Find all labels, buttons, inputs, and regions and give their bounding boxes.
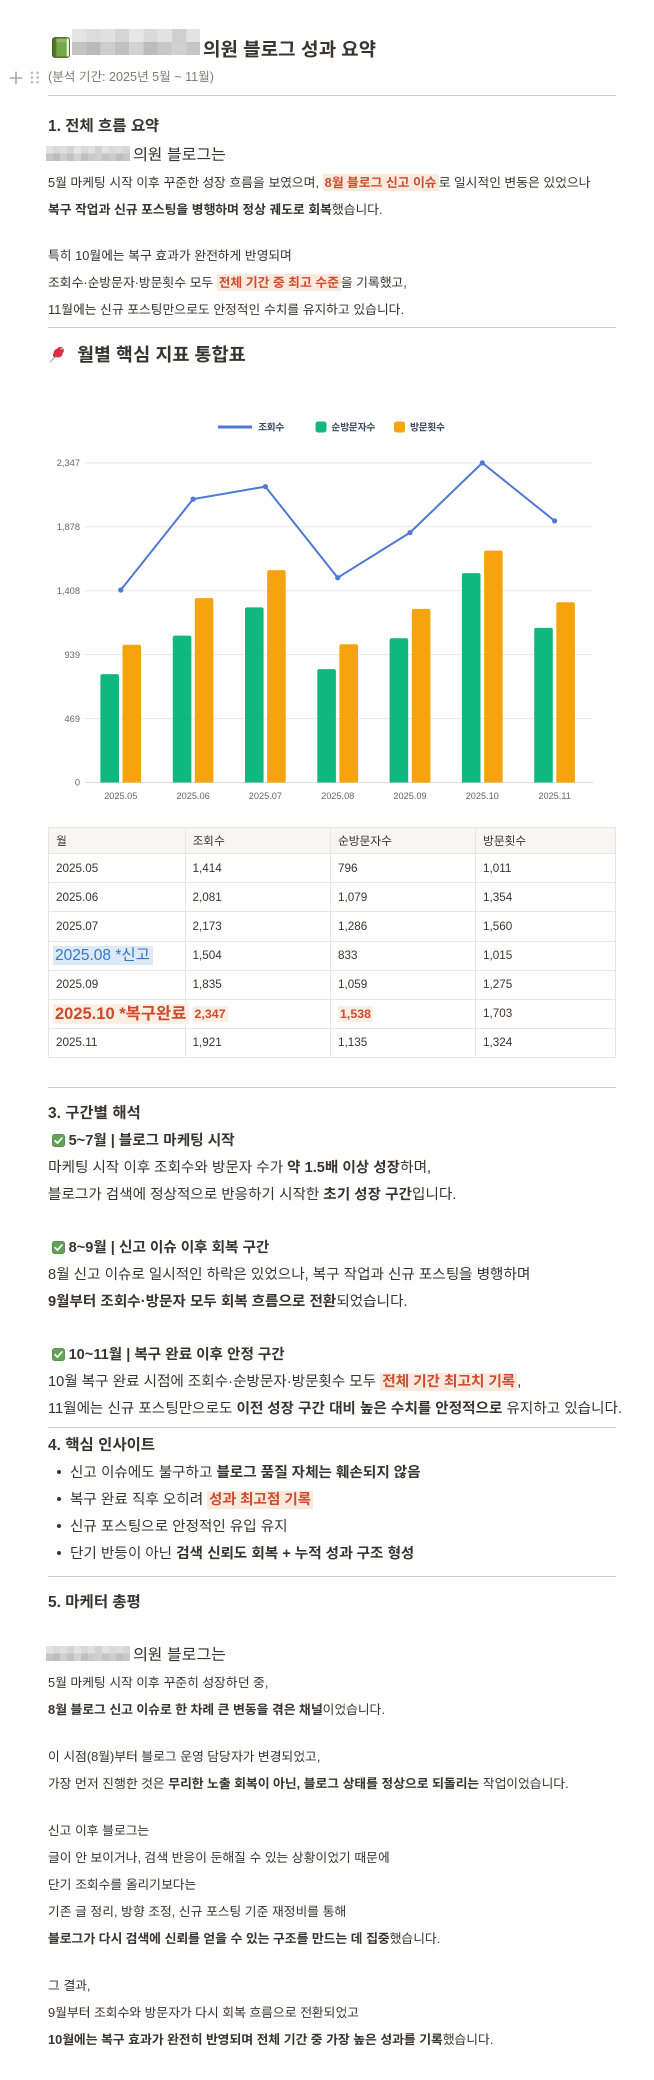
svg-text:469: 469 [64, 714, 80, 724]
svg-text:2025.05: 2025.05 [104, 791, 137, 801]
svg-text:939: 939 [64, 650, 80, 660]
svg-text:순방문자수: 순방문자수 [332, 422, 376, 434]
svg-text:1,408: 1,408 [57, 586, 80, 596]
svg-text:방문횟수: 방문횟수 [410, 422, 445, 434]
svg-text:2,347: 2,347 [57, 458, 80, 468]
svg-text:조회수: 조회수 [258, 422, 284, 434]
svg-text:2025.10: 2025.10 [466, 791, 499, 801]
svg-text:2025.07: 2025.07 [249, 791, 282, 801]
svg-text:2025.09: 2025.09 [393, 791, 426, 801]
svg-text:2025.11: 2025.11 [538, 791, 571, 801]
svg-text:0: 0 [75, 778, 80, 788]
svg-text:1,878: 1,878 [57, 522, 80, 532]
svg-text:2025.08: 2025.08 [321, 791, 354, 801]
svg-text:2025.06: 2025.06 [176, 791, 209, 801]
